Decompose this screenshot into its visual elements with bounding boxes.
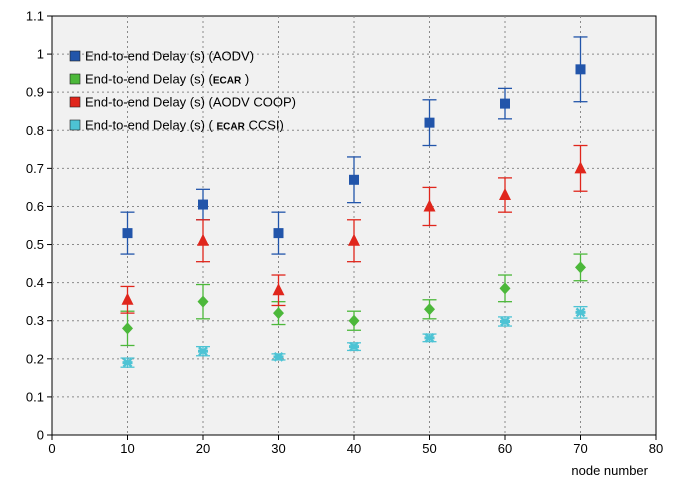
- data-point: [349, 341, 359, 352]
- data-point: [500, 316, 510, 327]
- legend-label-part: CCSI): [245, 118, 284, 133]
- x-tick-label: 10: [120, 441, 134, 456]
- x-axis-title: node number: [571, 463, 648, 478]
- x-tick-label: 0: [48, 441, 55, 456]
- series-0: [120, 36, 588, 255]
- y-tick-label: 0.4: [26, 275, 44, 290]
- y-tick-label: 0.6: [26, 199, 44, 214]
- legend-item: End-to-end Delay (s) ( ECAR CCSI): [69, 118, 284, 133]
- data-point: [574, 161, 587, 174]
- legend-item: End-to-end Delay (s) (ECAR ): [69, 72, 249, 87]
- legend-label-part: End-to-end Delay (s) (: [85, 118, 217, 133]
- y-tick-label: 1.1: [26, 9, 44, 24]
- data-point: [423, 199, 436, 212]
- legend-swatch: [69, 96, 81, 108]
- legend-label-part: ): [241, 72, 249, 87]
- y-tick-label: 0.7: [26, 161, 44, 176]
- data-point: [575, 261, 586, 274]
- data-point: [575, 307, 586, 318]
- axes: 0 10 20 30 40 50 60 70 80 0 0.1 0.2 0.3 0.4 0.5 0.6 0.7 0…: [26, 9, 663, 457]
- data-point: [198, 346, 208, 357]
- data-point: [499, 188, 511, 201]
- legend-label: End-to-end Delay (s) ( ECAR CCSI): [85, 118, 284, 133]
- data-point: [499, 282, 511, 295]
- x-tick-label: 50: [422, 441, 436, 456]
- x-tick-label: 60: [498, 441, 512, 456]
- y-tick-label: 0.3: [26, 313, 44, 328]
- legend-label-part: End-to-end Delay (s) (: [85, 72, 214, 87]
- legend-label-part: End-to-end Delay (s) (AODV): [85, 49, 254, 64]
- data-point: [197, 233, 209, 246]
- legend-item: End-to-end Delay (s) (AODV COOP): [69, 95, 296, 110]
- legend-label: End-to-end Delay (s) (AODV): [85, 49, 254, 64]
- data-point: [198, 199, 208, 210]
- legend: End-to-end Delay (s) (AODV) End-to-end De…: [69, 49, 296, 133]
- data-point: [424, 303, 435, 316]
- legend-item: End-to-end Delay (s) (AODV): [69, 49, 254, 64]
- y-tick-label: 1: [37, 47, 44, 62]
- x-tick-label: 40: [347, 441, 361, 456]
- legend-label-part: ECAR: [213, 76, 242, 87]
- y-tick-label: 0.5: [26, 237, 44, 252]
- legend-label-part: End-to-end Delay (s) (AODV COOP): [85, 95, 296, 110]
- legend-swatch: [69, 50, 81, 62]
- x-tick-label: 70: [573, 441, 587, 456]
- legend-label: End-to-end Delay (s) (ECAR ): [85, 72, 249, 87]
- data-point: [348, 314, 360, 327]
- data-point: [273, 228, 284, 239]
- series-1: [120, 253, 588, 347]
- y-tick-label: 0.8: [26, 123, 44, 138]
- data-point: [122, 357, 133, 368]
- series-3: [120, 305, 588, 368]
- data-point: [197, 295, 209, 308]
- data-point: [122, 228, 133, 239]
- data-point: [122, 322, 133, 335]
- legend-swatch: [69, 119, 81, 131]
- data-point: [273, 352, 284, 362]
- y-tick-label: 0.9: [26, 85, 44, 100]
- x-tick-label: 20: [196, 441, 210, 456]
- legend-swatch: [69, 73, 81, 85]
- data-point: [424, 117, 435, 128]
- data-point: [500, 98, 510, 109]
- data-point: [575, 64, 586, 75]
- y-tick-label: 0.2: [26, 351, 44, 366]
- series-2: [120, 144, 588, 314]
- legend-label-part: ECAR: [217, 122, 246, 133]
- legend-label: End-to-end Delay (s) (AODV COOP): [85, 95, 296, 110]
- x-tick-label: 30: [271, 441, 285, 456]
- y-tick-label: 0.1: [26, 389, 44, 404]
- data-point: [272, 283, 285, 296]
- data-point: [121, 292, 134, 305]
- data-point: [424, 332, 435, 343]
- data-point: [348, 233, 360, 246]
- data-point: [273, 307, 284, 320]
- series-layer: [120, 36, 588, 368]
- y-tick-label: 0: [37, 428, 44, 443]
- data-point: [349, 174, 359, 185]
- x-tick-label: 80: [649, 441, 663, 456]
